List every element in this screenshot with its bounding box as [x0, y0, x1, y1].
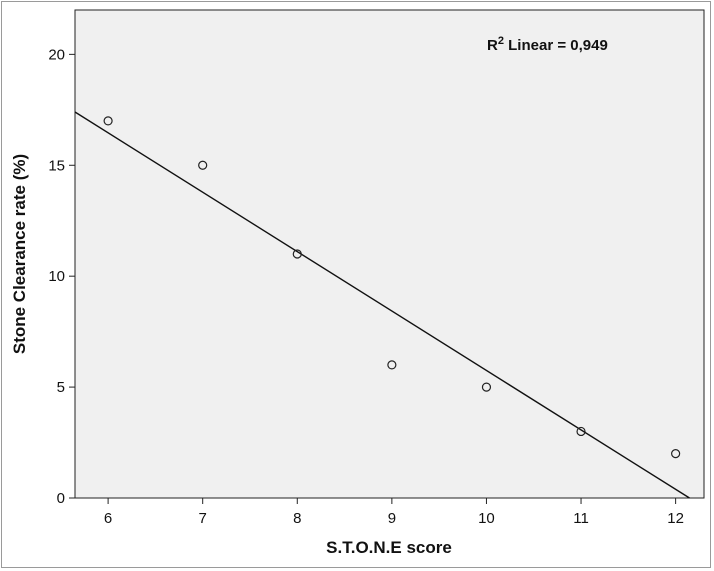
x-tick-label: 10 [478, 510, 495, 527]
r-prefix: R [487, 37, 498, 54]
x-tick-label: 9 [388, 510, 396, 527]
x-tick-label: 7 [199, 510, 207, 527]
y-tick-label: 0 [57, 490, 65, 507]
y-tick-label: 10 [48, 268, 65, 285]
y-tick-label: 5 [57, 379, 65, 396]
data-point [103, 116, 113, 126]
x-tick-label: 12 [667, 510, 684, 527]
plot-area [74, 9, 705, 499]
r-squared-annotation: R2 Linear = 0,949 [487, 35, 608, 54]
data-point [671, 449, 681, 459]
data-points [103, 116, 681, 459]
data-point [292, 249, 302, 259]
fit-line [74, 111, 690, 499]
data-point [387, 360, 397, 370]
y-tick-label: 20 [48, 46, 65, 63]
data-point [198, 160, 208, 170]
data-point [576, 426, 586, 437]
x-tick-label: 8 [293, 510, 301, 527]
x-axis-ticks: 6 7 8 9 10 11 12 [104, 498, 684, 527]
x-tick-label: 6 [104, 510, 112, 527]
x-tick-label: 11 [573, 510, 589, 527]
data-point [481, 382, 492, 392]
y-axis-title: Stone Clearance rate (%) [10, 154, 29, 354]
annotation-text: Linear = 0,949 [504, 37, 608, 54]
y-axis-ticks: 0 5 10 15 20 [48, 46, 75, 507]
y-tick-label: 15 [48, 157, 65, 174]
x-axis-title: S.T.O.N.E score [326, 538, 452, 557]
r-sup: 2 [498, 35, 504, 47]
